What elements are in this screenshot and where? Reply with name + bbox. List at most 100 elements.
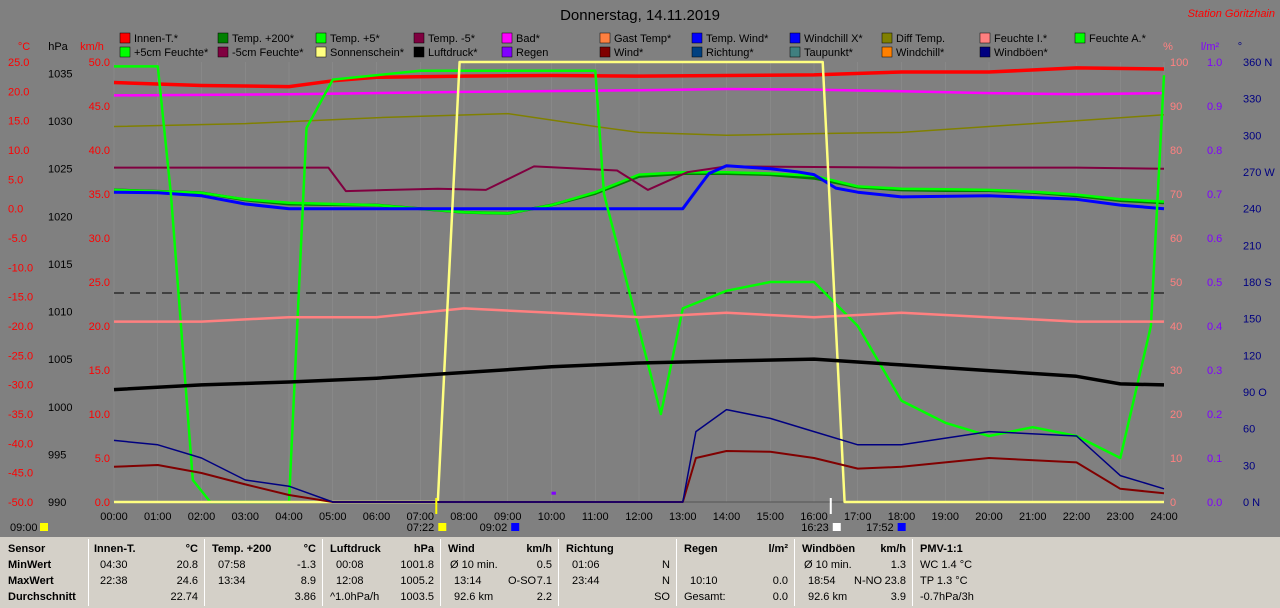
stats-richtung-min-time: 01:06 — [572, 559, 600, 571]
stats-temp200-max-time: 13:34 — [218, 575, 246, 587]
rain-axis-unit: l/m² — [1201, 41, 1220, 53]
legend: Innen-T.* Temp. +200* Temp. +5* Temp. -5* Ba… — [119, 32, 1147, 59]
time-axis-label: 23:00 — [1106, 511, 1134, 523]
stats-boeen-title: Windböen — [802, 543, 856, 555]
time-axis-label: 24:00 — [1150, 511, 1178, 523]
moonrise-marker-label: 09:02 — [480, 522, 508, 534]
direction-axis-label: 330 — [1243, 94, 1261, 106]
stats-wind-max-dir: O-SO — [508, 575, 537, 587]
pressure-axis-label: 995 — [48, 449, 66, 461]
humidity-axis-label: 80 — [1170, 145, 1182, 157]
direction-axis-label: 240 — [1243, 204, 1261, 216]
wind-axis-label: 5.0 — [95, 453, 110, 465]
left-marker-icon — [40, 523, 48, 531]
sunset-marker-label: 16:23 — [801, 522, 829, 534]
direction-axis-label: 90 O — [1243, 387, 1267, 399]
temp-axis-label: -10.0 — [8, 262, 33, 274]
legend-label: Richtung* — [706, 47, 754, 59]
time-axis-label: 09:00 — [494, 511, 522, 523]
stats-regen: Regen l/m² 10:10 0.0 Gesamt: 0.0 — [680, 537, 795, 608]
time-axis-label: 17:00 — [844, 511, 872, 523]
time-axis-label: 19:00 — [931, 511, 959, 523]
stats-wind-max-time: 13:14 — [454, 575, 482, 587]
stats-temp200-title: Temp. +200 — [212, 543, 272, 555]
humidity-axis-label: 90 — [1170, 101, 1182, 113]
rain-axis-label: 0.1 — [1207, 453, 1222, 465]
pressure-axis-label: 1030 — [48, 116, 72, 128]
legend-label: Temp. +5* — [330, 33, 381, 45]
pressure-axis-label: 1000 — [48, 402, 72, 414]
wind-axis-label: 40.0 — [89, 145, 110, 157]
wind-axis-label: 50.0 — [89, 57, 110, 69]
stats-sensor-title: Sensor — [8, 543, 46, 555]
time-axis-label: 00:00 — [100, 511, 128, 523]
humidity-axis-label: 100 — [1170, 57, 1188, 69]
stats-luftdruck-max-time: 12:08 — [336, 575, 364, 587]
stats-innen-unit: °C — [185, 543, 198, 555]
legend-swatch — [217, 46, 229, 58]
rain-axis-label: 0.4 — [1207, 321, 1222, 333]
stats-richtung-max-val: N — [662, 575, 670, 587]
direction-axis-label: 180 S — [1243, 277, 1272, 289]
stats-innen-min-time: 04:30 — [100, 559, 128, 571]
stats-boeen-avg: 3.9 — [890, 591, 906, 603]
temp-axis-label: 0.0 — [8, 204, 23, 216]
legend-label: +5cm Feuchte* — [134, 47, 209, 59]
wind-axis-label: 0.0 — [95, 497, 110, 509]
stats-regen-total-label: Gesamt: — [684, 591, 726, 603]
wind-axis-label: 15.0 — [89, 365, 110, 377]
wind-axis-label: 20.0 — [89, 321, 110, 333]
humidity-axis-label: 30 — [1170, 365, 1182, 377]
rain-axis-label: 0.9 — [1207, 101, 1222, 113]
temp-axis-label: -15.0 — [8, 292, 33, 304]
statistics-panel: Sensor MinWert MaxWert Durchschnitt Inne… — [0, 537, 1280, 608]
stats-luftdruck-avg: 1003.5 — [400, 591, 434, 603]
stats-temp200-min-val: -1.3 — [297, 559, 316, 571]
stats-wind-avg10-val: 0.5 — [536, 559, 552, 571]
rain-axis-label: 0.0 — [1207, 497, 1222, 509]
stats-sensor: Sensor MinWert MaxWert Durchschnitt — [0, 537, 89, 608]
temp-axis-unit: °C — [18, 41, 30, 53]
time-axis-label: 03:00 — [231, 511, 259, 523]
legend-swatch — [789, 46, 801, 58]
stats-innen: Innen-T. °C 04:30 20.8 22:38 24.6 22.74 — [90, 537, 205, 608]
stats-boeen: Windböen km/h Ø 10 min. 1.3 18:54 N-NO 2… — [798, 537, 913, 608]
stats-regen-max-time: 10:10 — [690, 575, 718, 587]
wind-axis-label: 10.0 — [89, 409, 110, 421]
legend-label: Diff Temp. — [896, 33, 945, 45]
stats-pmv-wc: WC 1.4 °C — [920, 559, 973, 571]
direction-axis-label: 360 N — [1243, 57, 1272, 69]
temp-axis-label: 10.0 — [8, 145, 29, 157]
legend-swatch — [789, 32, 801, 44]
legend-swatch — [599, 32, 611, 44]
direction-axis-label: 300 — [1243, 130, 1261, 142]
legend-label: Temp. +200* — [232, 33, 295, 45]
time-axis-label: 01:00 — [144, 511, 172, 523]
pressure-axis-label: 1005 — [48, 354, 72, 366]
stats-boeen-unit: km/h — [880, 543, 906, 555]
stats-innen-max-time: 22:38 — [100, 575, 128, 587]
direction-axis-unit: ° — [1238, 41, 1242, 53]
temp-axis-label: -35.0 — [8, 409, 33, 421]
stats-wind-avg10-label: Ø 10 min. — [450, 559, 498, 571]
stats-richtung-max-time: 23:44 — [572, 575, 600, 587]
stats-pmv-trend: -0.7hPa/3h — [920, 591, 974, 603]
legend-swatch — [315, 32, 327, 44]
series-line — [114, 307, 1164, 323]
temp-axis-label: 25.0 — [8, 57, 29, 69]
legend-swatch — [691, 46, 703, 58]
rain-axis-label: 0.3 — [1207, 365, 1222, 377]
pressure-axis-label: 1015 — [48, 259, 72, 271]
pressure-axis-label: 1020 — [48, 211, 72, 223]
wind-axis-label: 30.0 — [89, 233, 110, 245]
stats-boeen-max-dir: N-NO — [854, 575, 883, 587]
stats-boeen-max-val: 23.8 — [884, 575, 906, 587]
rain-axis-label: 0.7 — [1207, 189, 1222, 201]
legend-swatch — [979, 46, 991, 58]
humidity-axis-label: 10 — [1170, 453, 1182, 465]
stats-pmv: PMV-1:1 WC 1.4 °C TP 1.3 °C -0.7hPa/3h — [916, 537, 1036, 608]
stats-wind: Wind km/h Ø 10 min. 0.5 13:14 O-SO 7.1 9… — [444, 537, 559, 608]
legend-swatch — [119, 32, 131, 44]
sunrise-marker-icon — [438, 523, 447, 531]
stats-wind-distance: 92.6 km — [454, 591, 494, 603]
